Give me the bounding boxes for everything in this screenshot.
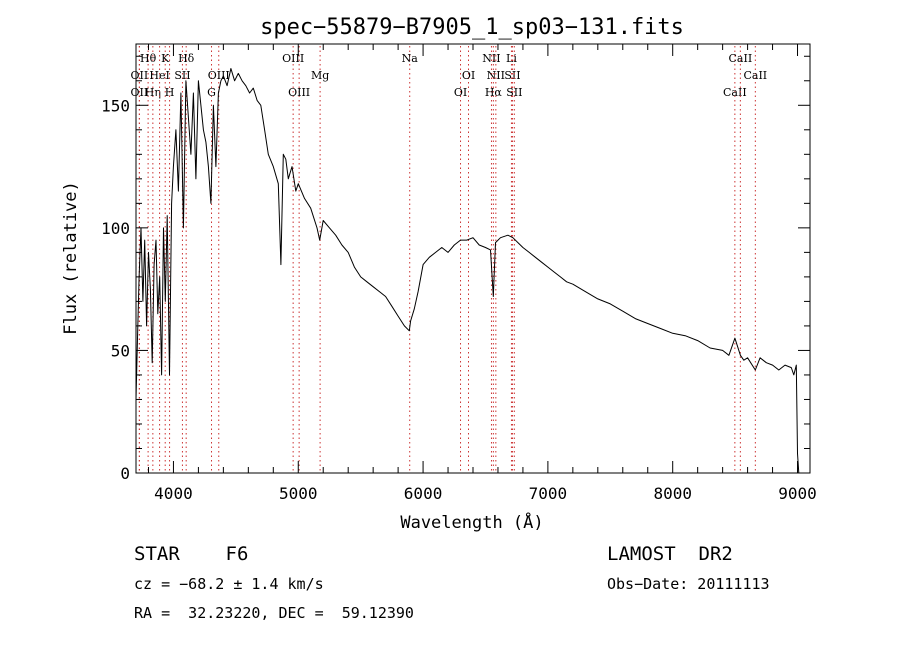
- y-tick-label-1: 50: [111, 341, 130, 360]
- spectrum-line-group: [135, 68, 800, 474]
- object-class: STAR F6: [134, 543, 249, 565]
- plot-frame: [135, 43, 811, 474]
- line-marker-label-24: CaII: [729, 52, 753, 65]
- line-marker-label-19: Hα: [485, 86, 503, 99]
- line-marker-label-17: NII: [482, 52, 500, 65]
- x-tick-label-3: 7000: [529, 484, 568, 503]
- line-marker-label-21: SII: [504, 69, 520, 82]
- survey-label: LAMOST DR2: [607, 543, 733, 565]
- line-marker-label-5: K: [161, 52, 170, 65]
- x-tick-label-4: 8000: [653, 484, 692, 503]
- line-marker-label-10: OIII: [208, 69, 230, 82]
- line-marker-label-9: G: [207, 86, 216, 99]
- line-marker-label-14: Na: [402, 52, 419, 65]
- chart-title: spec−55879−B7905_1_sp03−131.fits: [260, 15, 684, 40]
- line-marker-label-7: SII: [174, 69, 190, 82]
- x-axis-label: Wavelength (Å): [400, 511, 543, 533]
- obs-date-text: Obs−Date: 20111113: [607, 575, 770, 593]
- line-marker-label-11: OIII: [282, 52, 304, 65]
- line-marker-label-6: H: [165, 86, 175, 99]
- line-marker-label-0: Hθ: [140, 52, 157, 65]
- line-marker-label-15: OI: [454, 86, 467, 99]
- line-marker-label-22: SII: [506, 86, 522, 99]
- y-axis-label: Flux (relative): [61, 181, 81, 335]
- line-marker-label-2: OII: [131, 86, 149, 99]
- y-tick-label-0: 0: [120, 464, 130, 483]
- line-marker-label-4: HeI: [149, 69, 169, 82]
- line-marker-label-12: OIII: [288, 86, 310, 99]
- y-tick-label-2: 100: [101, 219, 130, 238]
- line-marker-label-23: CaII: [723, 86, 747, 99]
- x-tick-label-2: 6000: [404, 484, 443, 503]
- emission-line-markers: HθOIIOIIHηHeIKHSIIHδGOIIIOIIIOIIIMgNaOIO…: [131, 46, 767, 473]
- axes: 4000 5000 6000 7000 8000 9000 0 50 100 150: [101, 44, 817, 503]
- line-marker-label-13: Mg: [311, 69, 329, 82]
- x-tick-label-1: 5000: [279, 484, 318, 503]
- line-marker-label-1: OII: [131, 69, 149, 82]
- line-marker-label-8: Hδ: [178, 52, 195, 65]
- line-marker-label-3: Hη: [145, 86, 161, 99]
- line-marker-label-20: Li: [506, 52, 517, 65]
- x-tick-label-0: 4000: [154, 484, 193, 503]
- line-marker-label-18: NII: [487, 69, 505, 82]
- x-tick-label-5: 9000: [778, 484, 817, 503]
- line-marker-label-16: OI: [462, 69, 475, 82]
- y-tick-label-3: 150: [101, 96, 130, 115]
- line-marker-label-25: CaII: [743, 69, 767, 82]
- redshift-text: cz = −68.2 ± 1.4 km/s: [134, 575, 324, 593]
- spectrum-line-0: [135, 68, 800, 474]
- coordinates-text: RA = 32.23220, DEC = 59.12390: [134, 604, 414, 622]
